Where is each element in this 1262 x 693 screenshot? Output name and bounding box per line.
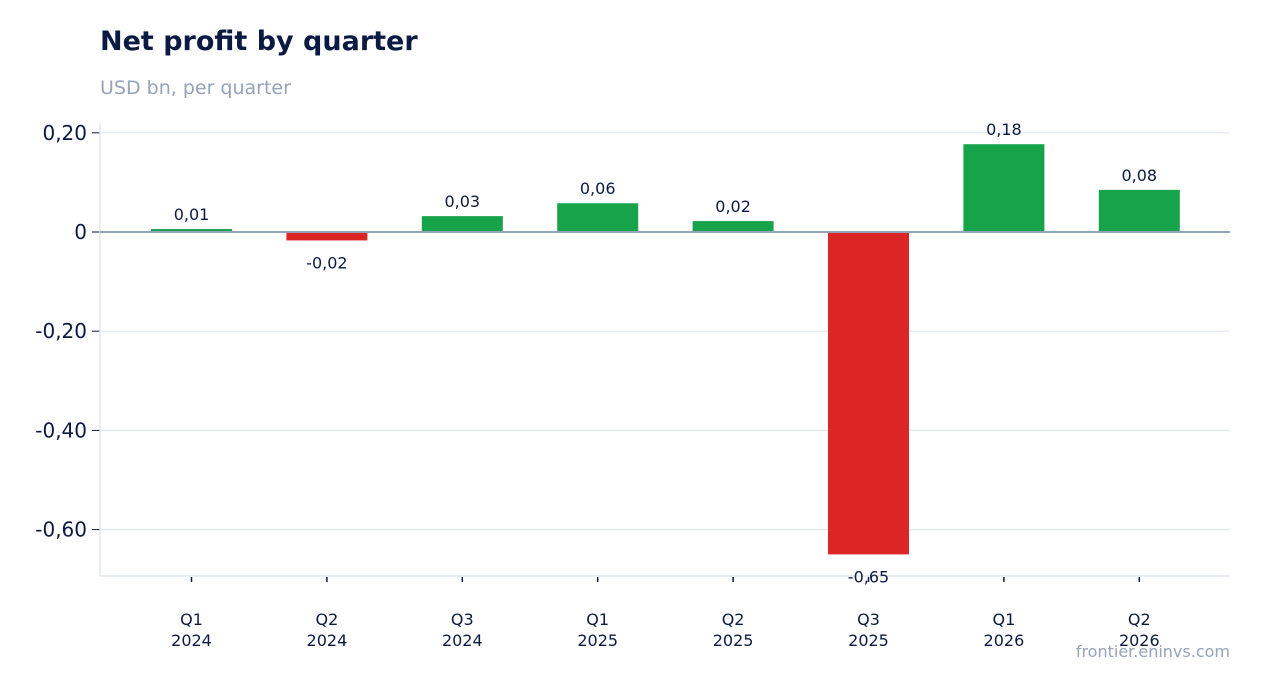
data-label: 0,03 <box>444 192 480 211</box>
x-tick-label-quarter: Q2 <box>1128 610 1151 629</box>
x-tick-label-year: 2024 <box>442 631 483 650</box>
y-tick-label: 0 <box>74 220 87 244</box>
bar <box>151 229 232 232</box>
x-tick-label-year: 2024 <box>171 631 212 650</box>
data-label: 0,08 <box>1121 166 1157 185</box>
x-tick-label: Q2 2026 <box>1119 610 1160 650</box>
x-tick-label-year: 2025 <box>577 631 618 650</box>
labels: 0,20 0 -0,20 -0,40 -0,60 0,01 Q1 2024 -0,02 Q2 202… <box>35 120 1159 650</box>
x-tick-label: Q2 2024 <box>307 610 348 650</box>
x-tick-label-quarter: Q1 <box>586 610 609 629</box>
x-tick-label: Q2 2025 <box>713 610 754 650</box>
x-tick-label-quarter: Q3 <box>857 610 880 629</box>
data-label: 0,01 <box>174 205 210 224</box>
x-tick-label-quarter: Q2 <box>722 610 745 629</box>
x-tick-label-quarter: Q1 <box>180 610 203 629</box>
axes <box>92 123 1230 582</box>
bar <box>963 144 1045 232</box>
bar <box>286 232 368 241</box>
x-tick-label-quarter: Q2 <box>316 610 339 629</box>
y-tick-label: -0,60 <box>35 518 87 542</box>
x-tick-label: Q3 2024 <box>442 610 483 650</box>
x-tick-label-quarter: Q1 <box>993 610 1016 629</box>
x-tick-label-year: 2025 <box>848 631 889 650</box>
x-tick-label-year: 2026 <box>1119 631 1160 650</box>
x-tick-label: Q1 2024 <box>171 610 212 650</box>
chart-subtitle: USD bn, per quarter <box>100 77 291 99</box>
chart-title: Net profit by quarter <box>100 26 418 57</box>
x-tick-label: Q1 2026 <box>984 610 1025 650</box>
x-tick-label-quarter: Q3 <box>451 610 474 629</box>
bar <box>828 232 909 555</box>
data-label: -0,02 <box>306 253 347 272</box>
gridlines <box>100 132 1230 531</box>
bar <box>1098 189 1180 232</box>
data-label: -0,65 <box>848 567 889 586</box>
y-tick-label: -0,40 <box>35 418 87 442</box>
x-tick-label: Q3 2025 <box>848 610 889 650</box>
x-tick-label-year: 2025 <box>713 631 754 650</box>
y-tick-label: -0,20 <box>35 319 87 343</box>
bar <box>421 216 503 232</box>
data-label: 0,02 <box>715 197 751 216</box>
data-label: 0,18 <box>986 120 1022 139</box>
bars <box>151 144 1180 555</box>
bar <box>557 203 639 232</box>
x-tick-label-year: 2024 <box>307 631 348 650</box>
x-tick-label-year: 2026 <box>984 631 1025 650</box>
data-label: 0,06 <box>580 179 616 198</box>
x-tick-label: Q1 2025 <box>577 610 618 650</box>
source-attribution: frontier.eninvs.com <box>1075 642 1230 661</box>
bar <box>692 221 774 232</box>
y-tick-label: 0,20 <box>42 121 87 145</box>
